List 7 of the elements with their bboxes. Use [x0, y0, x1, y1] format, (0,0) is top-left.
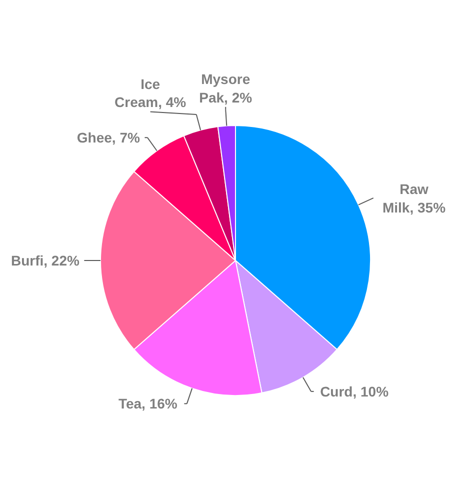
slice-label: Raw Milk, 35%	[382, 180, 446, 216]
slice-label: Curd, 10%	[320, 383, 390, 400]
slice-label: Tea, 16%	[118, 396, 178, 412]
slice-label: Mysore Pak, 2%	[199, 70, 253, 106]
slice-label: Burfi, 22%	[10, 252, 80, 268]
slice-label: Ghee, 7%	[76, 130, 140, 146]
slice-label: Ice Cream, 4%	[114, 76, 187, 110]
